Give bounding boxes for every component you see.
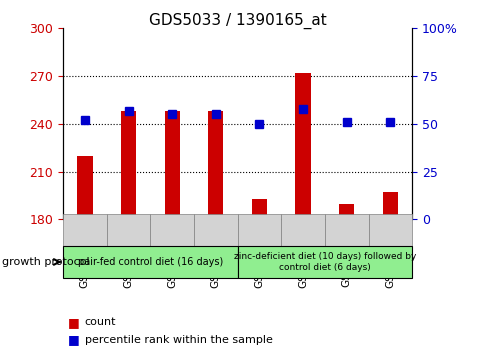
Text: growth protocol: growth protocol <box>2 257 90 267</box>
Text: pair-fed control diet (16 days): pair-fed control diet (16 days) <box>77 257 223 267</box>
Bar <box>77 156 92 219</box>
Bar <box>251 199 267 219</box>
Bar <box>295 73 310 219</box>
Text: zinc-deficient diet (10 days) followed by
control diet (6 days): zinc-deficient diet (10 days) followed b… <box>233 252 415 272</box>
Text: GDS5033 / 1390165_at: GDS5033 / 1390165_at <box>149 12 326 29</box>
Text: percentile rank within the sample: percentile rank within the sample <box>85 335 272 345</box>
Bar <box>338 204 354 219</box>
Bar <box>121 111 136 219</box>
Bar <box>208 111 223 219</box>
Text: count: count <box>85 317 116 327</box>
Text: ■: ■ <box>68 316 79 329</box>
Text: ■: ■ <box>68 333 79 346</box>
Bar <box>164 111 180 219</box>
Bar <box>382 193 397 219</box>
